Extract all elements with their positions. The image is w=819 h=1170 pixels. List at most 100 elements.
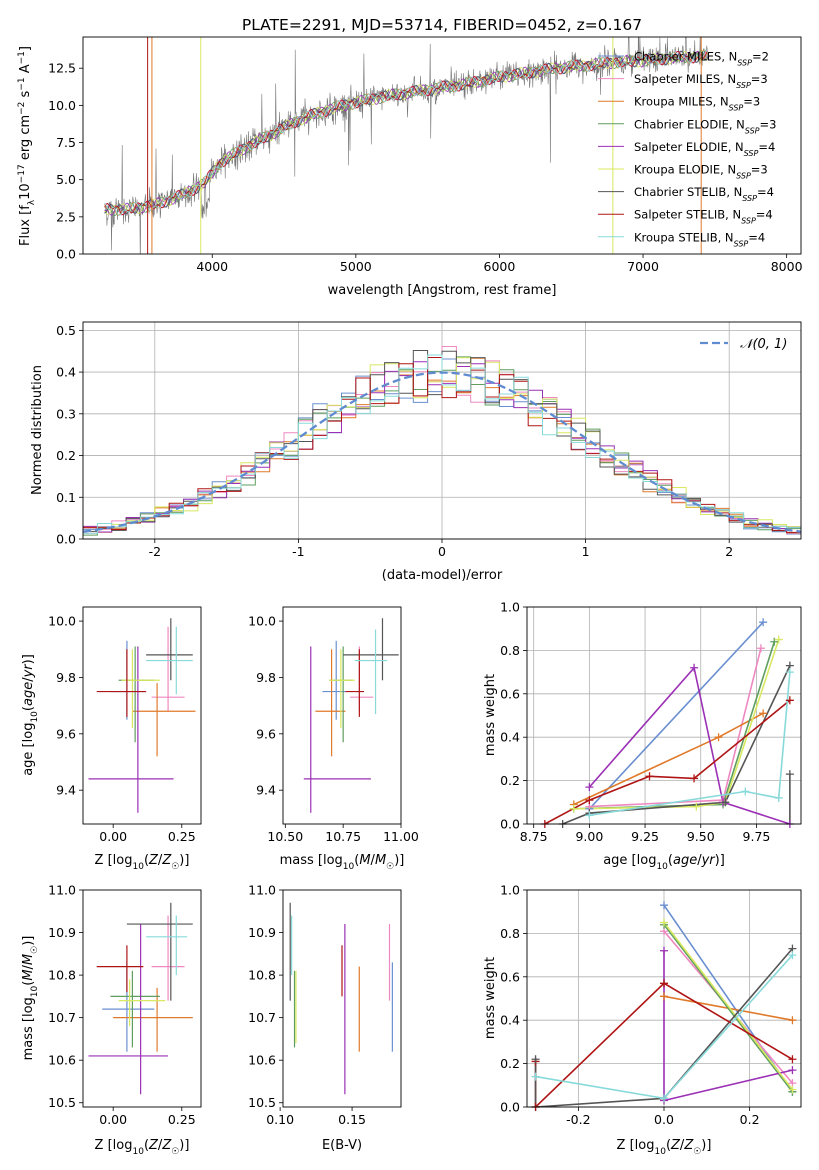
axes-frame bbox=[526, 606, 802, 825]
plot-area bbox=[289, 902, 393, 1095]
y-tick-label: 10.0 bbox=[48, 614, 76, 629]
axes-frame bbox=[282, 889, 402, 1108]
axes-frame bbox=[526, 889, 802, 1108]
spectrum-panel: 4000 5000 6000 7000 8000 0.0 2.5 5.0 7.5 10.0 12.5… bbox=[17, 36, 803, 298]
x-tick-label: 0.00 bbox=[99, 829, 127, 844]
axes-frame bbox=[282, 606, 402, 825]
legend-entry-7: Salpeter STELIB, NSSP=4 bbox=[634, 208, 773, 226]
y-tick-label: 9.6 bbox=[56, 726, 76, 741]
series-line-3 bbox=[663, 924, 794, 1093]
series-point-7 bbox=[690, 774, 699, 783]
mass-vs-ebv-panel: 0.10 0.15 10.5 10.6 10.7 10.8 10.9 11.0 E(B-V) bbox=[248, 883, 402, 1153]
y-tick-label: 10.7 bbox=[48, 1010, 76, 1025]
series-point-7 bbox=[785, 696, 794, 705]
series-point-8 bbox=[741, 787, 750, 796]
x-tick-label: 0.15 bbox=[338, 1112, 366, 1127]
gaussian-curve bbox=[83, 371, 801, 533]
legend-entry-1: Salpeter MILES, NSSP=3 bbox=[634, 72, 768, 90]
series-point-4 bbox=[788, 1066, 797, 1075]
y-tick-label: 0.1 bbox=[56, 490, 76, 505]
y-tick-label: 0.0 bbox=[56, 247, 76, 262]
spectrum-model-line-8 bbox=[104, 49, 709, 216]
series-point-5 bbox=[692, 802, 701, 811]
extra-point-6 bbox=[531, 1055, 540, 1064]
series-point-2 bbox=[660, 992, 668, 1001]
x-axis-label: mass [log10(M/M☉)] bbox=[280, 853, 405, 872]
x-tick-label: 9.50 bbox=[687, 829, 715, 844]
y-tick-label: 0.6 bbox=[500, 969, 520, 984]
x-axis-label: Z [log10(Z/Z☉)] bbox=[617, 1138, 712, 1157]
x-tick-label: 0.2 bbox=[740, 1112, 760, 1127]
y-tick-label: 2.5 bbox=[56, 209, 76, 224]
y-tick-label: 12.5 bbox=[48, 61, 76, 76]
y-tick-label: 9.8 bbox=[56, 670, 76, 685]
y-tick-label: 0.8 bbox=[500, 643, 520, 658]
spectrum-model-line-6 bbox=[104, 50, 708, 215]
x-tick-label: 7000 bbox=[627, 259, 659, 274]
x-tick-label: 5000 bbox=[340, 259, 372, 274]
series-line-0 bbox=[588, 621, 764, 810]
y-tick-label: 10.8 bbox=[248, 968, 276, 983]
x-tick-label: 11.00 bbox=[383, 829, 419, 844]
series-line-5 bbox=[663, 922, 794, 1091]
residual-histogram-panel: -2 -1 0 1 2 0.0 0.1 0.2 0.3 0.4 0.5 𝒩(0, 1) (data-mo… bbox=[30, 321, 802, 583]
y-tick-label: 10.8 bbox=[48, 968, 76, 983]
series-point-4 bbox=[660, 946, 668, 955]
y-tick-label: 10.9 bbox=[48, 925, 76, 940]
mass-weight-vs-age-panel: 8.75 9.00 9.25 9.50 9.75 0.0 0.2 0.4 0.6 0.8 1.0 ag… bbox=[483, 600, 802, 872]
y-tick-label: 9.8 bbox=[256, 670, 276, 685]
x-tick-label: 8.75 bbox=[520, 829, 548, 844]
y-tick-label: 10.5 bbox=[48, 1095, 76, 1110]
y-tick-label: 10.5 bbox=[248, 1095, 276, 1110]
y-tick-label: 0.4 bbox=[56, 365, 76, 380]
series-point-0 bbox=[660, 901, 668, 910]
series-line-4 bbox=[588, 666, 791, 824]
y-axis-label: mass weight bbox=[483, 674, 498, 756]
y-tick-label: 10.6 bbox=[248, 1053, 276, 1068]
series-point-6 bbox=[721, 798, 730, 807]
axes-frame bbox=[82, 36, 802, 255]
series-point-2 bbox=[714, 733, 723, 742]
x-tick-label: 9.25 bbox=[631, 829, 659, 844]
x-tick-label: 9.75 bbox=[743, 829, 771, 844]
plot-area bbox=[544, 621, 791, 824]
y-tick-label: 0.8 bbox=[500, 926, 520, 941]
x-tick-label: 0.0 bbox=[654, 1112, 674, 1127]
series-point-5 bbox=[774, 635, 783, 644]
y-axis-label: mass [log10(M/M☉)] bbox=[21, 936, 40, 1061]
y-tick-label: 0.6 bbox=[500, 686, 520, 701]
y-tick-label: 7.5 bbox=[56, 135, 76, 150]
series-point-8 bbox=[660, 1094, 668, 1103]
y-tick-label: 10.6 bbox=[48, 1053, 76, 1068]
axes-frame bbox=[82, 889, 202, 1108]
age-vs-mass-panel: 10.50 10.75 11.00 9.4 9.6 9.8 10.0 mass [log10(… bbox=[248, 606, 419, 872]
y-tick-label: 0.0 bbox=[56, 532, 76, 547]
x-axis-label: age [log10(age/yr)] bbox=[603, 853, 725, 872]
x-tick-label: 2 bbox=[725, 544, 733, 559]
y-tick-label: 9.6 bbox=[256, 726, 276, 741]
y-tick-label: 9.4 bbox=[56, 783, 76, 798]
series-point-0 bbox=[759, 618, 768, 627]
extra-point-6 bbox=[785, 770, 794, 779]
x-axis-label: E(B-V) bbox=[322, 1138, 362, 1153]
mass-weight-vs-metallicity-panel: -0.2 0.0 0.2 0.0 0.2 0.4 0.6 0.8 1.0 Z [log10(Z/Z… bbox=[483, 883, 802, 1157]
spectrum-model-line-5 bbox=[104, 50, 709, 215]
series-point-8 bbox=[531, 1072, 540, 1081]
y-tick-label: 0.0 bbox=[500, 817, 520, 832]
y-tick-label: 1.0 bbox=[500, 600, 520, 615]
y-tick-label: 11.0 bbox=[248, 883, 276, 898]
series-point-3 bbox=[770, 637, 779, 646]
x-tick-label: 10.50 bbox=[267, 829, 303, 844]
series-line-3 bbox=[573, 641, 776, 810]
x-tick-label: 0.25 bbox=[168, 1112, 196, 1127]
series-point-7 bbox=[585, 796, 594, 805]
legend-entry-3: Chabrier ELODIE, NSSP=3 bbox=[634, 117, 776, 135]
y-tick-label: 1.0 bbox=[500, 883, 520, 898]
histogram-step-8 bbox=[83, 354, 801, 534]
y-axis-label: Normed distribution bbox=[30, 365, 45, 495]
x-tick-label: 1 bbox=[582, 544, 590, 559]
y-tick-label: 0.2 bbox=[500, 1056, 520, 1071]
x-tick-label: 0 bbox=[438, 544, 446, 559]
plot-area bbox=[83, 346, 801, 536]
